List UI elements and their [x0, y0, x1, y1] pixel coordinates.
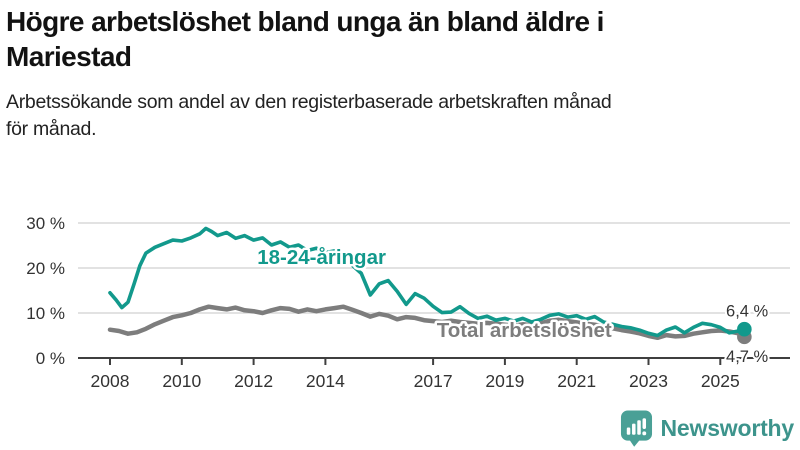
x-tick-label-2023: 2023 [629, 371, 668, 391]
series-line-0 [107, 304, 747, 341]
page-title: Högre arbetslöshet bland unga än bland ä… [6, 4, 792, 75]
x-tick-label-2025: 2025 [701, 371, 740, 391]
subtitle-line-1: Arbetssökande som andel av den registerb… [6, 90, 612, 113]
end-value-label-0: 4,7 % [726, 348, 769, 366]
series-line-1 [108, 226, 747, 338]
newsworthy-logo: Newsworthy [620, 410, 794, 447]
chart-area: 0 % 10 % 20 % 30 % 2008 2010 2012 2014 2017 2019 2… [0, 205, 800, 405]
chart-header: Högre arbetslöshet bland unga än bland ä… [6, 4, 792, 144]
end-value-label-1: 6,4 % [726, 302, 769, 320]
subtitle-line-2: för månad. [6, 118, 97, 141]
y-tick-label-20: 20 % [26, 259, 65, 278]
x-tick-label-2010: 2010 [162, 371, 201, 391]
x-tick-label-2017: 2017 [414, 371, 453, 391]
series-label-0: Total arbetslöshet [437, 319, 612, 342]
y-tick-label-30: 30 % [26, 214, 65, 233]
y-tick-label-10: 10 % [26, 304, 65, 323]
logo-wordmark: Newsworthy [660, 415, 795, 441]
x-tick-label-2012: 2012 [234, 371, 273, 391]
title-line-2: Mariestad [6, 41, 132, 73]
x-tick-label-2019: 2019 [485, 371, 524, 391]
series-end-dot-1 [737, 321, 752, 337]
y-tick-label-0: 0 % [36, 349, 65, 368]
bar-chart-speech-bubble-icon [620, 410, 652, 447]
x-tick-label-2021: 2021 [557, 371, 596, 391]
unemployment-line-chart: 0 % 10 % 20 % 30 % 2008 2010 2012 2014 2017 2019 2… [26, 214, 790, 391]
series-label-1: 18-24-åringar [257, 246, 386, 269]
x-tick-label-2014: 2014 [306, 371, 345, 391]
title-line-1: Högre arbetslöshet bland unga än bland ä… [6, 6, 604, 37]
chart-subtitle: Arbetssökande som andel av den registerb… [6, 89, 792, 144]
x-tick-label-2008: 2008 [91, 371, 130, 391]
